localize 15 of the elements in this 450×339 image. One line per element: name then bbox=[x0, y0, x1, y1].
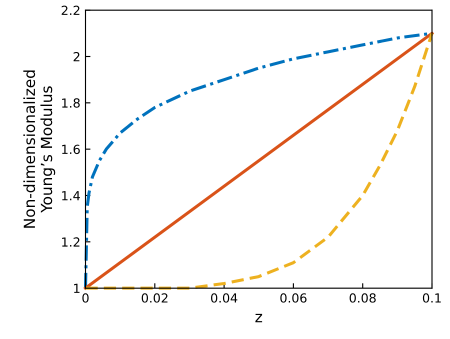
y-tick-label: 1.4 bbox=[62, 191, 80, 200]
x-tick-label: 0.02 bbox=[142, 293, 168, 303]
x-tick-label: 0.06 bbox=[280, 293, 307, 303]
x-tick-label: 0.08 bbox=[350, 293, 376, 303]
y-tick-label: 1 bbox=[74, 284, 80, 293]
x-tick-label: 0.1 bbox=[422, 293, 441, 303]
x-axis-title: z bbox=[255, 314, 262, 322]
y-tick-label: 2 bbox=[74, 52, 80, 62]
x-tick-label: 0.04 bbox=[211, 293, 238, 303]
y-axis-title: Non-dimensionalized Young’s Modulus bbox=[23, 70, 56, 228]
y-tick-label: 1.6 bbox=[62, 144, 80, 154]
x-tick-label: 0 bbox=[82, 293, 89, 303]
y-tick-label: 1.2 bbox=[62, 237, 80, 247]
y-tick-label: 1.8 bbox=[62, 98, 80, 108]
y-tick-label: 2.2 bbox=[62, 6, 80, 15]
